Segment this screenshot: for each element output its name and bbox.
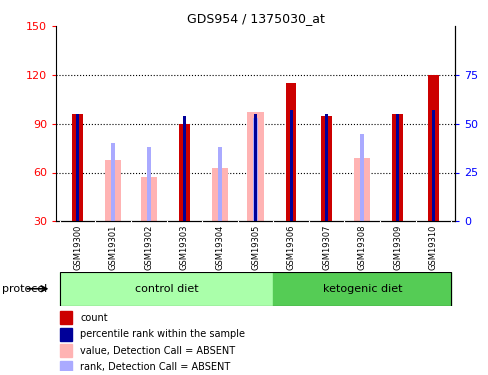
Text: control diet: control diet — [135, 284, 198, 294]
Bar — [72, 114, 83, 221]
Bar — [321, 116, 331, 221]
Text: GSM19309: GSM19309 — [392, 225, 402, 270]
Bar — [273, 272, 450, 306]
Bar — [141, 177, 157, 221]
Bar — [217, 147, 222, 221]
Text: protocol: protocol — [2, 284, 48, 294]
Title: GDS954 / 1375030_at: GDS954 / 1375030_at — [186, 12, 324, 25]
Bar — [396, 114, 398, 221]
Bar — [60, 361, 72, 374]
Bar — [353, 158, 369, 221]
Bar — [431, 110, 434, 221]
Bar — [325, 114, 327, 221]
Text: ketogenic diet: ketogenic diet — [322, 284, 401, 294]
Bar — [289, 110, 292, 221]
Text: rank, Detection Call = ABSENT: rank, Detection Call = ABSENT — [80, 362, 230, 372]
Bar — [111, 143, 115, 221]
Bar — [60, 272, 273, 306]
Text: GSM19308: GSM19308 — [357, 225, 366, 270]
Text: GSM19310: GSM19310 — [428, 225, 437, 270]
Bar — [392, 114, 402, 221]
Text: GSM19301: GSM19301 — [108, 225, 118, 270]
Bar — [253, 118, 257, 221]
Bar — [76, 114, 79, 221]
Bar — [211, 168, 227, 221]
Bar — [179, 124, 189, 221]
Text: percentile rank within the sample: percentile rank within the sample — [80, 329, 244, 339]
Bar — [105, 159, 121, 221]
Text: GSM19307: GSM19307 — [322, 225, 330, 270]
Text: GSM19303: GSM19303 — [180, 225, 188, 270]
Bar — [60, 328, 72, 340]
Bar — [60, 345, 72, 357]
Text: GSM19304: GSM19304 — [215, 225, 224, 270]
Bar — [359, 134, 364, 221]
Bar — [285, 83, 296, 221]
Bar — [60, 311, 72, 324]
Bar — [254, 114, 256, 221]
Text: count: count — [80, 313, 107, 323]
Text: GSM19302: GSM19302 — [144, 225, 153, 270]
Bar — [146, 147, 151, 221]
Text: GSM19306: GSM19306 — [286, 225, 295, 270]
Bar — [427, 75, 438, 221]
Text: GSM19300: GSM19300 — [73, 225, 82, 270]
Text: value, Detection Call = ABSENT: value, Detection Call = ABSENT — [80, 346, 235, 356]
Bar — [247, 112, 263, 221]
Text: GSM19305: GSM19305 — [250, 225, 260, 270]
Bar — [183, 116, 185, 221]
